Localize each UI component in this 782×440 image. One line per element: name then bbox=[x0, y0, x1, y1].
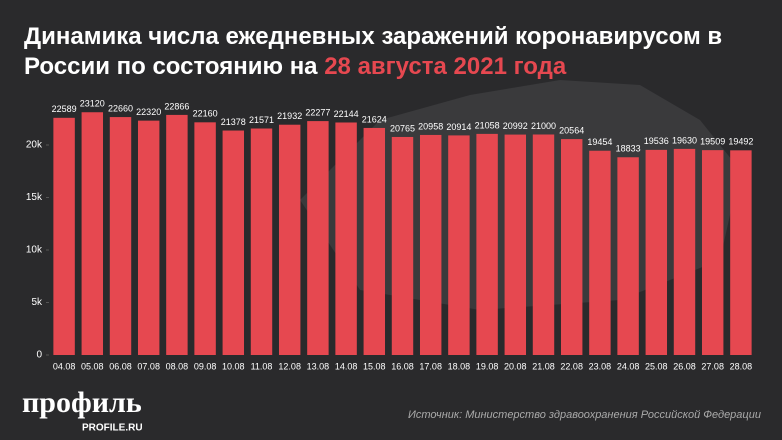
x-tick-label: 22.08 bbox=[560, 361, 583, 371]
x-tick-label: 19.08 bbox=[476, 361, 499, 371]
x-tick-label: 16.08 bbox=[391, 361, 414, 371]
title-date: 28 августа 2021 года bbox=[324, 53, 567, 80]
y-tick-label: 15k bbox=[26, 192, 43, 203]
value-label: 20765 bbox=[390, 123, 415, 133]
bar bbox=[391, 136, 414, 355]
x-tick-label: 27.08 bbox=[701, 361, 724, 371]
x-tick-label: 26.08 bbox=[673, 361, 696, 371]
bar bbox=[448, 135, 470, 355]
x-tick-label: 10.08 bbox=[222, 361, 245, 371]
x-tick-label: 21.08 bbox=[532, 361, 555, 371]
value-label: 22277 bbox=[305, 107, 330, 117]
value-label: 19536 bbox=[644, 136, 669, 146]
value-label: 20958 bbox=[418, 121, 443, 131]
value-label: 22320 bbox=[136, 107, 161, 117]
x-tick-label: 17.08 bbox=[419, 361, 442, 371]
bar bbox=[363, 127, 386, 355]
bar bbox=[730, 150, 752, 355]
x-tick-label: 09.08 bbox=[194, 361, 217, 371]
bar bbox=[419, 134, 442, 355]
value-label: 19509 bbox=[700, 137, 725, 147]
logo: профиль bbox=[22, 386, 142, 419]
bar bbox=[137, 120, 160, 355]
bar bbox=[645, 149, 668, 355]
value-label: 21058 bbox=[475, 120, 500, 130]
bar bbox=[53, 117, 75, 356]
x-tick-label: 15.08 bbox=[363, 361, 386, 371]
value-label: 20992 bbox=[503, 121, 528, 131]
value-label: 20564 bbox=[559, 125, 584, 135]
y-tick-label: 0 bbox=[36, 350, 42, 361]
bar bbox=[166, 114, 188, 355]
bar bbox=[222, 130, 245, 355]
x-tick-label: 24.08 bbox=[617, 361, 640, 371]
bar bbox=[673, 148, 696, 355]
value-label: 21571 bbox=[249, 115, 274, 125]
x-tick-label: 20.08 bbox=[504, 361, 527, 371]
bar bbox=[589, 150, 611, 355]
x-tick-label: 06.08 bbox=[109, 361, 132, 371]
value-label: 21378 bbox=[221, 117, 246, 127]
value-label: 19492 bbox=[728, 137, 753, 147]
x-tick-label: 25.08 bbox=[645, 361, 668, 371]
bar bbox=[504, 134, 527, 355]
title-text: Динамика числа ежедневных заражений коро… bbox=[24, 23, 722, 50]
value-label: 23120 bbox=[80, 99, 105, 109]
bar bbox=[560, 139, 583, 355]
y-tick-label: 20k bbox=[26, 140, 43, 151]
y-tick-label: 10k bbox=[26, 245, 43, 256]
chart-title: Динамика числа ежедневных заражений коро… bbox=[24, 23, 722, 50]
value-label: 22160 bbox=[193, 109, 218, 119]
value-label: 22866 bbox=[164, 101, 189, 111]
bar bbox=[81, 112, 104, 356]
bar bbox=[476, 133, 498, 355]
value-label: 21932 bbox=[277, 111, 302, 121]
bar bbox=[250, 128, 273, 355]
bar bbox=[532, 134, 555, 355]
bar bbox=[335, 122, 357, 355]
x-tick-label: 05.08 bbox=[81, 361, 104, 371]
value-label: 22660 bbox=[108, 103, 133, 113]
logo-sub: PROFILE.RU bbox=[82, 423, 143, 434]
y-tick-label: 5k bbox=[31, 297, 43, 308]
x-tick-label: 23.08 bbox=[589, 361, 612, 371]
value-label: 22144 bbox=[334, 109, 359, 119]
x-tick-label: 04.08 bbox=[53, 361, 76, 371]
bar bbox=[109, 117, 132, 355]
bar bbox=[194, 122, 216, 355]
bar bbox=[307, 121, 329, 356]
source: Источник: Министерство здравоохранения Р… bbox=[408, 409, 761, 421]
value-label: 21000 bbox=[531, 121, 556, 131]
value-label: 18833 bbox=[616, 144, 641, 154]
bar bbox=[701, 150, 724, 355]
x-tick-label: 28.08 bbox=[730, 361, 753, 371]
x-tick-label: 14.08 bbox=[335, 361, 358, 371]
x-tick-label: 08.08 bbox=[166, 361, 189, 371]
x-tick-label: 07.08 bbox=[137, 361, 160, 371]
x-tick-label: 12.08 bbox=[278, 361, 301, 371]
x-tick-label: 13.08 bbox=[307, 361, 330, 371]
value-label: 20914 bbox=[446, 122, 471, 132]
bar bbox=[617, 157, 639, 355]
bar bbox=[278, 124, 301, 356]
value-label: 22589 bbox=[52, 104, 77, 114]
x-tick-label: 18.08 bbox=[448, 361, 471, 371]
value-label: 19630 bbox=[672, 135, 697, 145]
value-label: 21624 bbox=[362, 114, 387, 124]
value-label: 19454 bbox=[587, 137, 612, 147]
chart-title-second-line: России по состоянию на 28 августа 2021 г… bbox=[24, 53, 567, 80]
x-tick-label: 11.08 bbox=[251, 361, 273, 371]
title-text: России по состоянию на bbox=[24, 53, 324, 80]
